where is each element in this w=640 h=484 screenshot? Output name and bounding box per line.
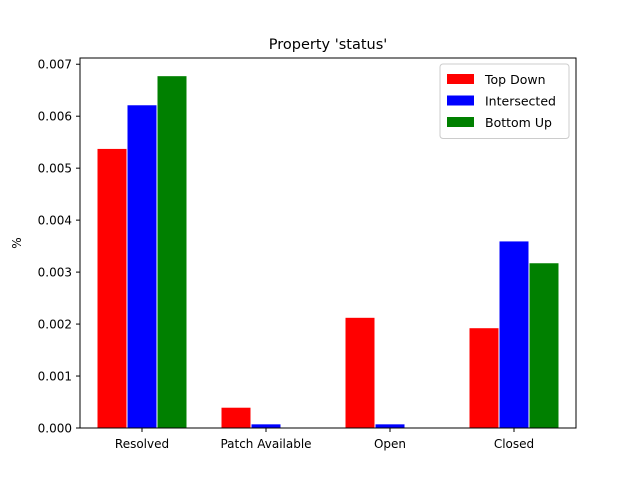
bar-intersected-patch-available	[250, 423, 282, 429]
y-tick-label: 0.007	[38, 58, 72, 72]
legend-label: Top Down	[484, 72, 546, 87]
x-tick-label: Open	[374, 437, 406, 451]
bar-top-down-open	[344, 316, 376, 429]
bar-top-down-closed	[468, 327, 500, 429]
bar-intersected-resolved	[126, 104, 158, 429]
chart-title: Property 'status'	[269, 37, 388, 53]
legend-swatch	[447, 74, 474, 84]
legend: Top Down Intersected Bottom Up	[439, 63, 570, 139]
y-tick-label: 0.006	[38, 110, 72, 124]
bar-bottom-up-resolved	[156, 75, 188, 429]
bar-intersected-open	[374, 423, 406, 429]
bar-intersected-closed	[498, 240, 530, 429]
y-tick-label: 0.003	[38, 266, 72, 280]
x-tick-label: Resolved	[115, 437, 169, 451]
legend-swatch	[447, 95, 474, 106]
plot-frame	[79, 57, 577, 429]
x-tick-label: Patch Available	[220, 437, 311, 451]
legend-label: Bottom Up	[485, 115, 552, 130]
bar-top-down-patch-available	[220, 406, 252, 429]
y-axis-label: %	[10, 237, 24, 248]
bar-top-down-resolved	[96, 147, 128, 429]
legend-swatch	[447, 117, 474, 127]
y-tick-label: 0.005	[38, 162, 72, 176]
y-tick-label: 0.000	[38, 422, 72, 436]
y-tick-label: 0.002	[38, 318, 72, 332]
x-tick-label: Closed	[494, 437, 534, 451]
legend-label: Intersected	[485, 94, 556, 109]
y-tick-label: 0.004	[38, 214, 72, 228]
bar-bottom-up-closed	[528, 262, 560, 429]
plot-area: 0.000 0.001 0.002 0.003 0.004 0.005 0.006 0.007…	[38, 57, 577, 451]
y-tick-label: 0.001	[38, 370, 72, 384]
